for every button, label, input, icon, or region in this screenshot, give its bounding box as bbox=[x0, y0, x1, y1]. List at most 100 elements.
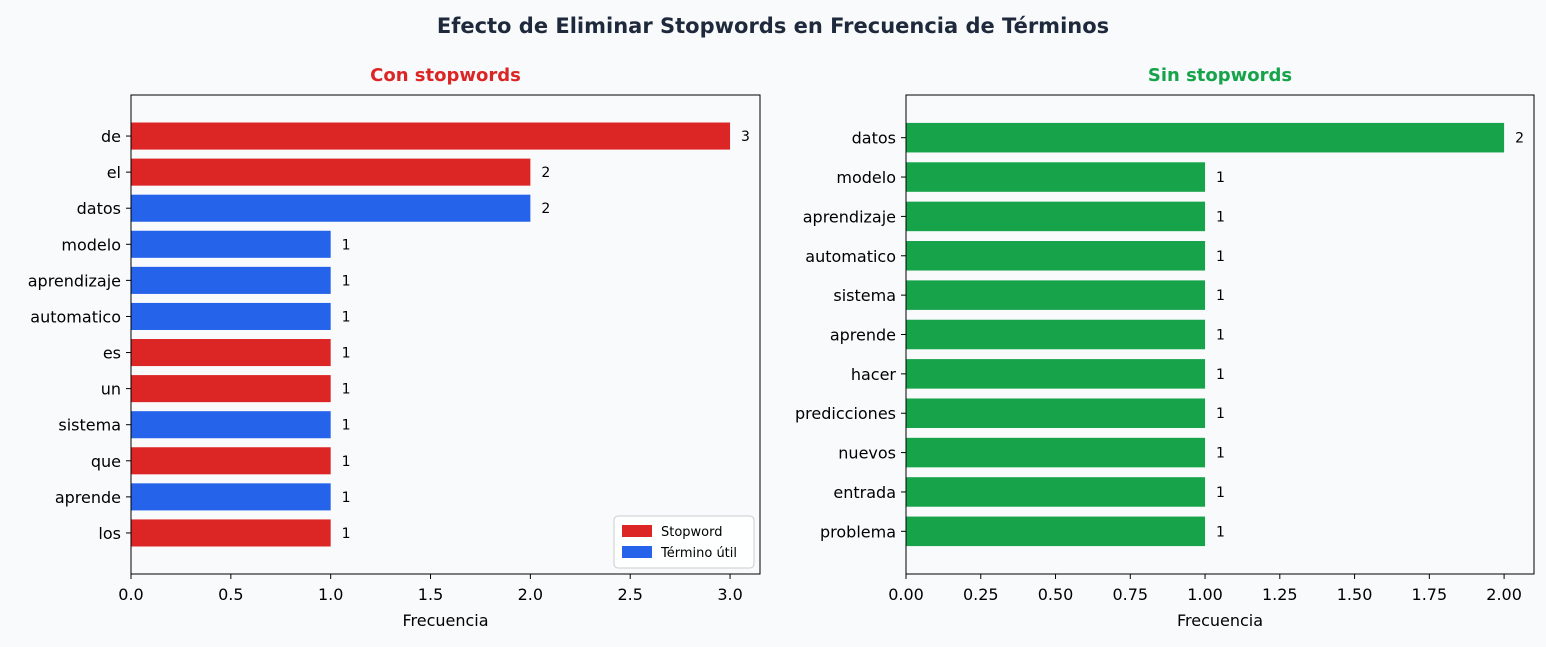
value-label: 1 bbox=[1216, 485, 1225, 501]
bar bbox=[906, 477, 1206, 507]
x-tick-label: 0.50 bbox=[1038, 585, 1074, 604]
x-tick-label: 2.00 bbox=[1486, 585, 1522, 604]
figure-title: Efecto de Eliminar Stopwords en Frecuenc… bbox=[437, 14, 1109, 38]
y-tick-label: que bbox=[91, 452, 121, 471]
value-label: 1 bbox=[1216, 446, 1225, 462]
bar bbox=[131, 483, 331, 511]
value-label: 3 bbox=[741, 129, 750, 145]
bar bbox=[906, 319, 1206, 350]
x-tick-label: 0.00 bbox=[888, 585, 924, 604]
value-label: 1 bbox=[342, 346, 351, 362]
legend-label: Stopword bbox=[661, 525, 723, 540]
bar bbox=[131, 158, 531, 186]
x-tick-label: 0.75 bbox=[1112, 585, 1148, 604]
bar bbox=[131, 302, 331, 330]
x-axis-label: Frecuencia bbox=[1177, 611, 1263, 630]
bar bbox=[906, 359, 1206, 389]
value-label: 1 bbox=[342, 418, 351, 434]
x-axis-label: Frecuencia bbox=[402, 611, 488, 630]
x-tick-label: 1.5 bbox=[418, 585, 443, 604]
value-label: 2 bbox=[541, 201, 550, 217]
y-tick-label: un bbox=[101, 380, 121, 399]
bar bbox=[906, 398, 1206, 428]
value-label: 2 bbox=[541, 165, 550, 181]
value-label: 1 bbox=[1216, 170, 1225, 186]
axes-frame bbox=[130, 94, 761, 575]
y-tick-label: modelo bbox=[61, 235, 121, 254]
bar bbox=[131, 447, 331, 475]
value-label: 1 bbox=[1216, 209, 1225, 225]
bar bbox=[906, 437, 1206, 468]
y-tick-label: modelo bbox=[836, 168, 896, 187]
x-tick-label: 0.25 bbox=[963, 585, 999, 604]
value-label: 1 bbox=[342, 490, 351, 506]
legend-label: Término útil bbox=[660, 546, 737, 561]
chart-with-stopwords: Con stopwords de 3 el 2 datos 2 modelo 1 aprendiz… bbox=[28, 65, 761, 630]
value-label: 1 bbox=[342, 382, 351, 398]
value-label: 1 bbox=[1216, 367, 1225, 383]
value-label: 1 bbox=[1216, 328, 1225, 344]
y-tick-label: problema bbox=[820, 522, 896, 541]
x-tick-label: 1.0 bbox=[318, 585, 343, 604]
value-label: 1 bbox=[1216, 249, 1225, 265]
value-label: 1 bbox=[342, 526, 351, 542]
value-label: 1 bbox=[342, 237, 351, 253]
bar bbox=[906, 201, 1206, 232]
y-tick-label: predicciones bbox=[795, 404, 896, 423]
bar bbox=[906, 241, 1206, 271]
value-label: 1 bbox=[342, 273, 351, 289]
value-label: 1 bbox=[1216, 288, 1225, 304]
bar bbox=[131, 230, 331, 258]
legend: Stopword Término útil bbox=[613, 515, 755, 569]
chart-without-stopwords: Sin stopwords datos 2 modelo 1 aprendizaje 1 au… bbox=[795, 65, 1535, 630]
y-tick-label: nuevos bbox=[838, 444, 896, 463]
y-tick-label: automatico bbox=[30, 307, 121, 326]
x-tick-label: 1.50 bbox=[1337, 585, 1373, 604]
bar bbox=[906, 122, 1505, 153]
legend-swatch bbox=[622, 525, 652, 537]
value-label: 1 bbox=[1216, 406, 1225, 422]
bar bbox=[131, 266, 331, 294]
bar bbox=[906, 516, 1206, 547]
x-tick-label: 2.0 bbox=[518, 585, 543, 604]
subplot-title: Con stopwords bbox=[370, 65, 521, 86]
x-tick-label: 0.0 bbox=[118, 585, 143, 604]
y-tick-label: datos bbox=[77, 199, 121, 218]
y-tick-label: aprende bbox=[55, 488, 121, 507]
y-tick-label: entrada bbox=[833, 483, 896, 502]
x-tick-label: 2.5 bbox=[617, 585, 642, 604]
value-label: 2 bbox=[1515, 131, 1524, 147]
y-tick-label: automatico bbox=[805, 247, 896, 266]
y-tick-label: el bbox=[107, 163, 121, 182]
y-tick-label: aprendizaje bbox=[28, 271, 121, 290]
axes-frame bbox=[905, 94, 1535, 575]
bar bbox=[131, 375, 331, 403]
bar bbox=[906, 280, 1206, 310]
x-tick-label: 1.75 bbox=[1412, 585, 1448, 604]
x-tick-label: 1.00 bbox=[1187, 585, 1223, 604]
bar bbox=[131, 194, 531, 222]
x-tick-label: 3.0 bbox=[717, 585, 742, 604]
y-tick-label: sistema bbox=[833, 286, 896, 305]
y-tick-label: sistema bbox=[58, 416, 121, 435]
bar bbox=[131, 411, 331, 439]
y-tick-label: hacer bbox=[851, 365, 897, 384]
subplot-title: Sin stopwords bbox=[1148, 65, 1292, 86]
bar bbox=[131, 122, 731, 150]
x-tick-label: 0.5 bbox=[218, 585, 243, 604]
y-tick-label: es bbox=[103, 344, 121, 363]
bar bbox=[131, 339, 331, 367]
y-tick-label: de bbox=[101, 127, 121, 146]
y-tick-label: los bbox=[98, 524, 121, 543]
y-tick-label: aprende bbox=[830, 326, 896, 345]
x-tick-label: 1.25 bbox=[1262, 585, 1298, 604]
bar bbox=[131, 519, 331, 547]
value-label: 1 bbox=[342, 454, 351, 470]
bar bbox=[906, 162, 1206, 192]
value-label: 1 bbox=[342, 309, 351, 325]
y-tick-label: datos bbox=[852, 129, 896, 148]
y-tick-label: aprendizaje bbox=[803, 207, 896, 226]
legend-swatch bbox=[622, 546, 652, 558]
value-label: 1 bbox=[1216, 524, 1225, 540]
